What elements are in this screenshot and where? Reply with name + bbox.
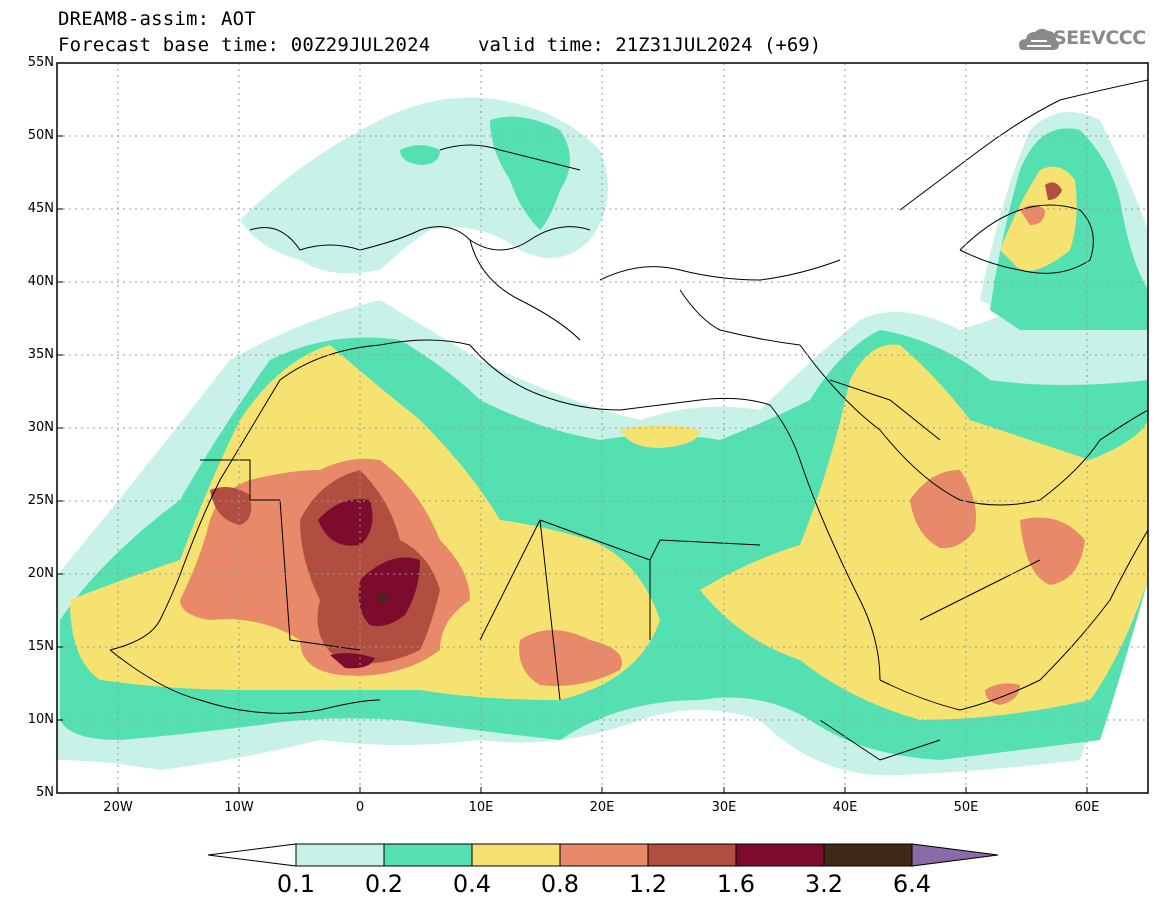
lat-label: 30N — [27, 420, 54, 435]
valid-time: valid time: 21Z31JUL2024 (+69) — [478, 34, 822, 56]
lat-label: 40N — [27, 274, 54, 289]
map-title: DREAM8-assim: AOT — [58, 8, 256, 30]
lon-label: 60E — [1074, 800, 1100, 815]
lat-label: 10N — [27, 712, 54, 727]
colorbar-swatch — [295, 843, 385, 867]
aot-level-3.2 — [378, 593, 388, 602]
lat-label: 35N — [27, 347, 54, 362]
colorbar-over-triangle — [911, 843, 999, 867]
cloud-icon — [1019, 28, 1060, 50]
colorbar-label: 0.2 — [364, 870, 404, 898]
coastlines — [109, 79, 1148, 761]
axis-ticks — [57, 135, 1088, 793]
colorbar-label: 0.8 — [540, 870, 580, 898]
lon-label: 0 — [355, 800, 365, 815]
colorbar-under-triangle — [207, 843, 297, 867]
colorbar-swatch — [383, 843, 473, 867]
lat-label: 50N — [27, 128, 54, 143]
lon-label: 10E — [468, 800, 494, 815]
colorbar-label: 0.4 — [452, 870, 492, 898]
lat-label: 15N — [27, 639, 54, 654]
lon-label: 40E — [832, 800, 858, 815]
lat-label: 20N — [27, 566, 54, 581]
aot-level-1.6 — [318, 499, 420, 669]
lon-label: 30E — [711, 800, 737, 815]
logo-text: SEEVCCC — [1053, 27, 1146, 49]
colorbar-swatch — [823, 843, 913, 867]
colorbar-label: 1.2 — [628, 870, 668, 898]
lat-label: 5N — [36, 785, 54, 800]
gridlines — [57, 63, 1148, 793]
colorbar-label: 0.1 — [276, 870, 316, 898]
lon-label: 10W — [224, 800, 254, 815]
lat-label: 55N — [27, 55, 54, 70]
lon-label: 50E — [953, 800, 979, 815]
lon-label: 20W — [103, 800, 133, 815]
forecast-base-time: Forecast base time: 00Z29JUL2024 — [58, 34, 431, 56]
colorbar-swatch — [735, 843, 825, 867]
colorbar-swatch — [559, 843, 649, 867]
lat-label: 25N — [27, 493, 54, 508]
lon-label: 20E — [589, 800, 615, 815]
colorbar-label: 6.4 — [892, 870, 932, 898]
colorbar-swatch — [647, 843, 737, 867]
colorbar-swatch — [471, 843, 561, 867]
lat-label: 45N — [27, 201, 54, 216]
colorbar-label: 1.6 — [716, 870, 756, 898]
colorbar-label: 3.2 — [804, 870, 844, 898]
